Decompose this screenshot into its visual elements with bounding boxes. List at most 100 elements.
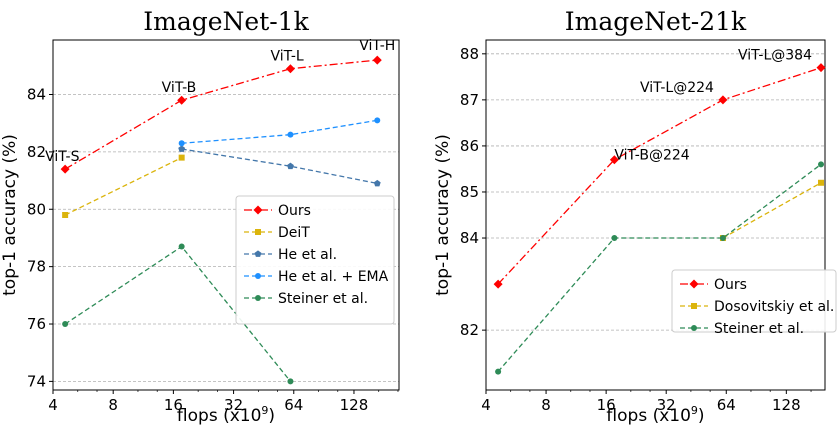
chart-1-data-point [287, 378, 294, 385]
chart-2-legend-label: Steiner et al. [714, 321, 804, 337]
chart-1-data-point [178, 243, 185, 250]
chart-1-legend-marker [255, 295, 261, 301]
chart-2-ylabel: top-1 accuracy (%) [433, 134, 453, 296]
chart-1-ytick-label: 84 [27, 86, 46, 104]
chart-1-legend-entry: Steiner et al. [244, 291, 368, 307]
chart-1-legend-label: He et al. [278, 247, 337, 263]
chart-1-legend-marker [254, 250, 262, 257]
chart-1-legend-entry: He et al. [244, 247, 337, 263]
chart-1-xtick-label: 16 [164, 396, 183, 414]
chart-1-legend-marker [253, 205, 263, 215]
chart-1-xlabel: flops (x109) [177, 404, 275, 426]
chart-1-series-1 [60, 55, 382, 174]
chart-2-ytick-label: 85 [460, 183, 479, 201]
chart-2-series-line [497, 163, 822, 373]
chart-1-xtick-label: 4 [48, 396, 58, 414]
chart-1-ytick-label: 78 [27, 258, 46, 276]
chart-1-ytick-label: 74 [27, 372, 46, 390]
chart-2-series-1 [493, 63, 826, 289]
chart-1-series-2 [62, 154, 185, 218]
chart-2-ytick-label: 84 [460, 229, 479, 247]
chart-2-data-point [493, 279, 503, 289]
chart-2-legend-marker [691, 325, 697, 331]
chart-2-xtick-label: 8 [541, 396, 551, 414]
chart-2-legend-entry: Dosovitskiy et al. [680, 299, 834, 315]
chart-1-data-point [374, 117, 381, 124]
chart-1-series-line [181, 119, 378, 144]
chart-2-data-point [495, 368, 502, 375]
chart-2-data-point [718, 95, 728, 105]
chart-2-xtick-label: 16 [597, 396, 616, 414]
chart-2-legend-marker [691, 303, 697, 309]
chart-2-annotation: ViT-B@224 [614, 148, 689, 164]
chart-1-data-point [178, 140, 185, 147]
chart-1-annotation: ViT-S [45, 149, 79, 165]
chart-1-data-point [373, 179, 381, 187]
chart-2-xtick-label: 4 [481, 396, 491, 414]
chart-1-data-point [60, 164, 70, 174]
chart-1-xtick-label: 32 [224, 396, 243, 414]
chart-1-legend-box [235, 195, 395, 325]
chart-1: 74 76 78 80 82 84 4 8 16 32 64 128 ImageNet-1k flops … [0, 7, 400, 426]
chart-2-legend-label: Dosovitskiy et al. [714, 299, 834, 315]
chart-2-series-line [722, 182, 822, 239]
chart-2-ytick-label: 82 [460, 321, 479, 339]
chart-1-legend-entry: He et al. + EMA [244, 269, 389, 285]
chart-2-series-2 [719, 179, 825, 242]
chart-1-data-point [62, 212, 69, 218]
chart-1-xtick-label: 8 [108, 396, 118, 414]
chart-1-xtick-label: 128 [340, 396, 369, 414]
chart-2-data-point [818, 179, 825, 186]
chart-1-data-point [177, 95, 187, 105]
chart-2-xtick-label: 128 [772, 396, 801, 414]
chart-1-data-point [287, 131, 294, 138]
chart-1-legend-label: DeiT [278, 225, 310, 241]
chart-1-ytick-label: 80 [27, 200, 46, 218]
chart-2-xlabel: flops (x109) [606, 404, 704, 426]
chart-2-data-point [719, 235, 726, 242]
chart-1-legend-marker [255, 273, 261, 279]
chart-1-annotation: ViT-H [359, 38, 395, 54]
chart-2-data-point [611, 235, 618, 242]
chart-2-ytick-label: 86 [460, 137, 479, 155]
chart-2-legend-label: Ours [714, 277, 747, 293]
chart-1-series-4 [178, 117, 381, 147]
chart-1-data-point [62, 321, 69, 328]
chart-2-data-point [816, 63, 826, 73]
chart-2-xtick-label: 32 [657, 396, 676, 414]
chart-2-ytick-label: 88 [460, 45, 479, 63]
chart-1-legend-label: Steiner et al. [278, 291, 368, 307]
chart-1-series-line [181, 148, 378, 185]
chart-1-ytick-label: 82 [27, 143, 46, 161]
chart-1-legend-entry: Ours [244, 203, 311, 219]
chart-1-legend-entry: DeiT [244, 225, 310, 241]
chart-2-series-line [497, 67, 822, 285]
chart-1-data-point [285, 64, 295, 74]
chart-1-title: ImageNet-1k [143, 7, 309, 36]
chart-2: 82 84 85 86 87 88 4 8 16 32 64 128 ImageNet-21k flops… [433, 7, 837, 426]
chart-1-legend-label: Ours [278, 203, 311, 219]
chart-2-legend: Ours Dosovitskiy et al. Steiner et al. [671, 269, 837, 337]
chart-1-data-point [372, 55, 382, 65]
chart-1-legend-label: He et al. + EMA [278, 269, 389, 285]
chart-2-data-point [609, 155, 619, 165]
chart-1-series-5 [62, 243, 294, 385]
chart-1-axes-frame [52, 39, 400, 391]
chart-1-series-line [64, 157, 182, 216]
chart-1-legend-marker [255, 229, 261, 235]
chart-1-series-line [64, 59, 378, 170]
chart-2-legend-entry: Steiner et al. [680, 321, 804, 337]
chart-1-series-3 [178, 145, 381, 187]
chart-2-xtick-label: 64 [717, 396, 736, 414]
chart-2-title: ImageNet-21k [565, 7, 747, 36]
chart-2-legend-marker [689, 279, 699, 289]
chart-1-legend: Ours DeiT He et al. He et al. + EMA Steiner … [235, 195, 395, 325]
chart-2-annotation: ViT-L@384 [738, 48, 812, 64]
chart-2-annotation: ViT-L@224 [640, 80, 714, 96]
chart-1-data-point [287, 162, 294, 170]
chart-1-ylabel: top-1 accuracy (%) [0, 134, 20, 296]
chart-1-annotation: ViT-L [270, 49, 303, 65]
chart-2-series-3 [495, 161, 825, 375]
chart-2-data-point [818, 161, 825, 168]
